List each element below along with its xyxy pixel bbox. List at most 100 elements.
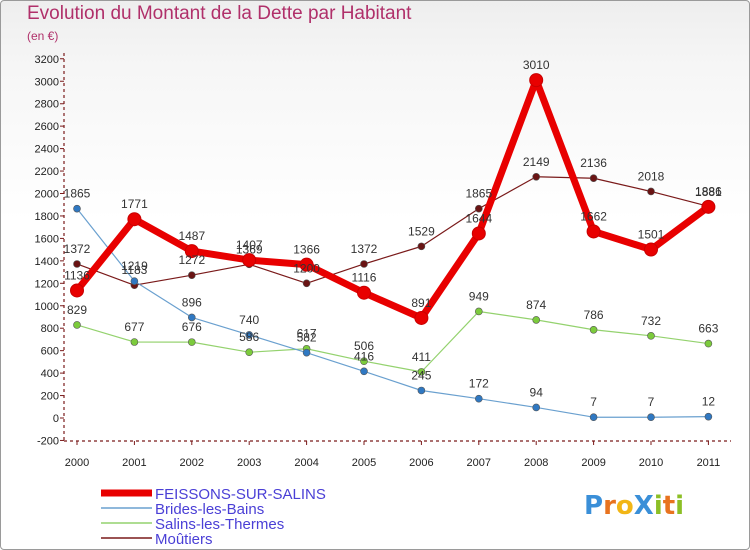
y-tick-label: 600 — [41, 346, 59, 358]
data-label: 1372 — [64, 242, 91, 256]
data-point — [529, 73, 544, 88]
x-tick-label: 2009 — [581, 457, 605, 469]
series-lines — [70, 73, 716, 422]
data-point — [130, 338, 139, 346]
data-point — [474, 394, 483, 403]
data-point — [299, 257, 314, 272]
data-point — [704, 339, 713, 348]
data-label: 506 — [354, 339, 374, 353]
data-label: 617 — [297, 327, 317, 341]
data-point — [704, 412, 713, 421]
data-label: 411 — [412, 350, 431, 364]
data-point — [188, 313, 196, 322]
x-tick-label: 2001 — [122, 457, 146, 469]
data-point — [474, 204, 483, 213]
data-label: 1644 — [465, 211, 492, 225]
y-tick-label: 1800 — [35, 211, 59, 223]
x-tick-label: 2008 — [524, 457, 548, 469]
logo-letter: r — [603, 491, 616, 521]
data-point — [73, 321, 81, 329]
series-line-salins-les-thermes — [76, 310, 710, 373]
data-point — [532, 403, 541, 412]
y-tick-label: 400 — [41, 368, 59, 380]
data-label: 1529 — [408, 224, 435, 238]
data-label: 7 — [648, 395, 655, 409]
data-point — [417, 242, 426, 251]
data-point — [589, 325, 598, 334]
data-point — [127, 212, 142, 227]
data-point — [188, 338, 196, 346]
data-label: 1487 — [178, 229, 205, 243]
data-label: 416 — [354, 349, 374, 363]
data-label: 1219 — [121, 259, 148, 273]
data-point — [701, 199, 716, 214]
data-label: 582 — [297, 331, 317, 345]
data-label: 1369 — [236, 242, 263, 256]
data-label: 172 — [469, 377, 489, 391]
data-label: 2149 — [523, 155, 550, 169]
legend: FEISSONS-SUR-SALINSBrides-les-BainsSalin… — [101, 486, 326, 548]
data-labels: 1372 1183 1272 1369 1200 1372 1529 1865 2149 2136… — [64, 58, 722, 409]
x-tick-label: 2011 — [697, 457, 721, 469]
chart-title: Evolution du Montant de la Dette par Hab… — [27, 3, 412, 24]
legend-label: FEISSONS-SUR-SALINS — [155, 486, 326, 503]
data-label: 7 — [590, 395, 597, 409]
data-label: 1136 — [64, 268, 90, 282]
y-tick-label: 800 — [41, 323, 59, 335]
data-point — [302, 279, 311, 288]
chart-subtitle: (en €) — [27, 29, 59, 43]
y-tick-label: 2800 — [35, 99, 59, 111]
legend-label: Brides-les-Bains — [155, 501, 264, 518]
data-label: 1372 — [351, 242, 378, 256]
data-point — [245, 331, 253, 339]
data-label: 891 — [411, 296, 431, 310]
y-tick-label: 2400 — [35, 144, 59, 156]
data-label: 245 — [411, 368, 431, 382]
data-point — [417, 368, 426, 376]
y-tick-label: 2600 — [35, 121, 59, 133]
y-tick-label: 200 — [41, 391, 59, 403]
data-label: 2018 — [638, 169, 665, 183]
logo-letter: P — [584, 491, 604, 521]
data-point — [360, 357, 368, 366]
data-point — [532, 172, 541, 181]
data-label: 1366 — [293, 243, 320, 257]
data-label: 1771 — [121, 197, 148, 211]
data-label: 3010 — [523, 58, 550, 72]
x-tick-label: 2007 — [467, 457, 491, 469]
data-label: 586 — [239, 330, 259, 344]
data-point — [130, 277, 139, 285]
data-label: 1116 — [352, 271, 377, 285]
data-label: 740 — [239, 313, 259, 327]
x-tick-label: 2004 — [294, 457, 318, 469]
data-label: 1407 — [236, 238, 263, 252]
axes: -200 0 200 400 600 800 1000 1200 1400 1600 1800 200… — [35, 53, 731, 469]
x-tick-label: 2010 — [639, 457, 663, 469]
y-tick-label: 3200 — [35, 54, 59, 66]
data-point — [242, 253, 257, 268]
data-label: 12 — [702, 395, 716, 409]
data-label: 1183 — [121, 263, 147, 277]
logo-letter: X — [633, 491, 654, 521]
logo-letter: i — [653, 491, 663, 521]
series-line-mo-tiers — [76, 176, 710, 286]
x-tick-label: 2006 — [409, 457, 433, 469]
data-point — [188, 271, 196, 280]
logo-letter: o — [615, 491, 634, 521]
data-point — [647, 413, 655, 422]
data-label: 94 — [530, 385, 544, 399]
data-point — [302, 348, 311, 357]
data-point — [532, 316, 541, 324]
data-label: 1865 — [64, 187, 91, 201]
data-label: 1200 — [293, 261, 320, 275]
data-label: 949 — [469, 289, 489, 303]
x-tick-label: 2003 — [237, 457, 261, 469]
data-label: 786 — [584, 308, 604, 322]
y-tick-label: 1200 — [35, 278, 59, 290]
data-point — [73, 204, 81, 213]
data-point — [471, 226, 486, 241]
data-point — [360, 367, 368, 376]
data-point — [647, 187, 655, 196]
